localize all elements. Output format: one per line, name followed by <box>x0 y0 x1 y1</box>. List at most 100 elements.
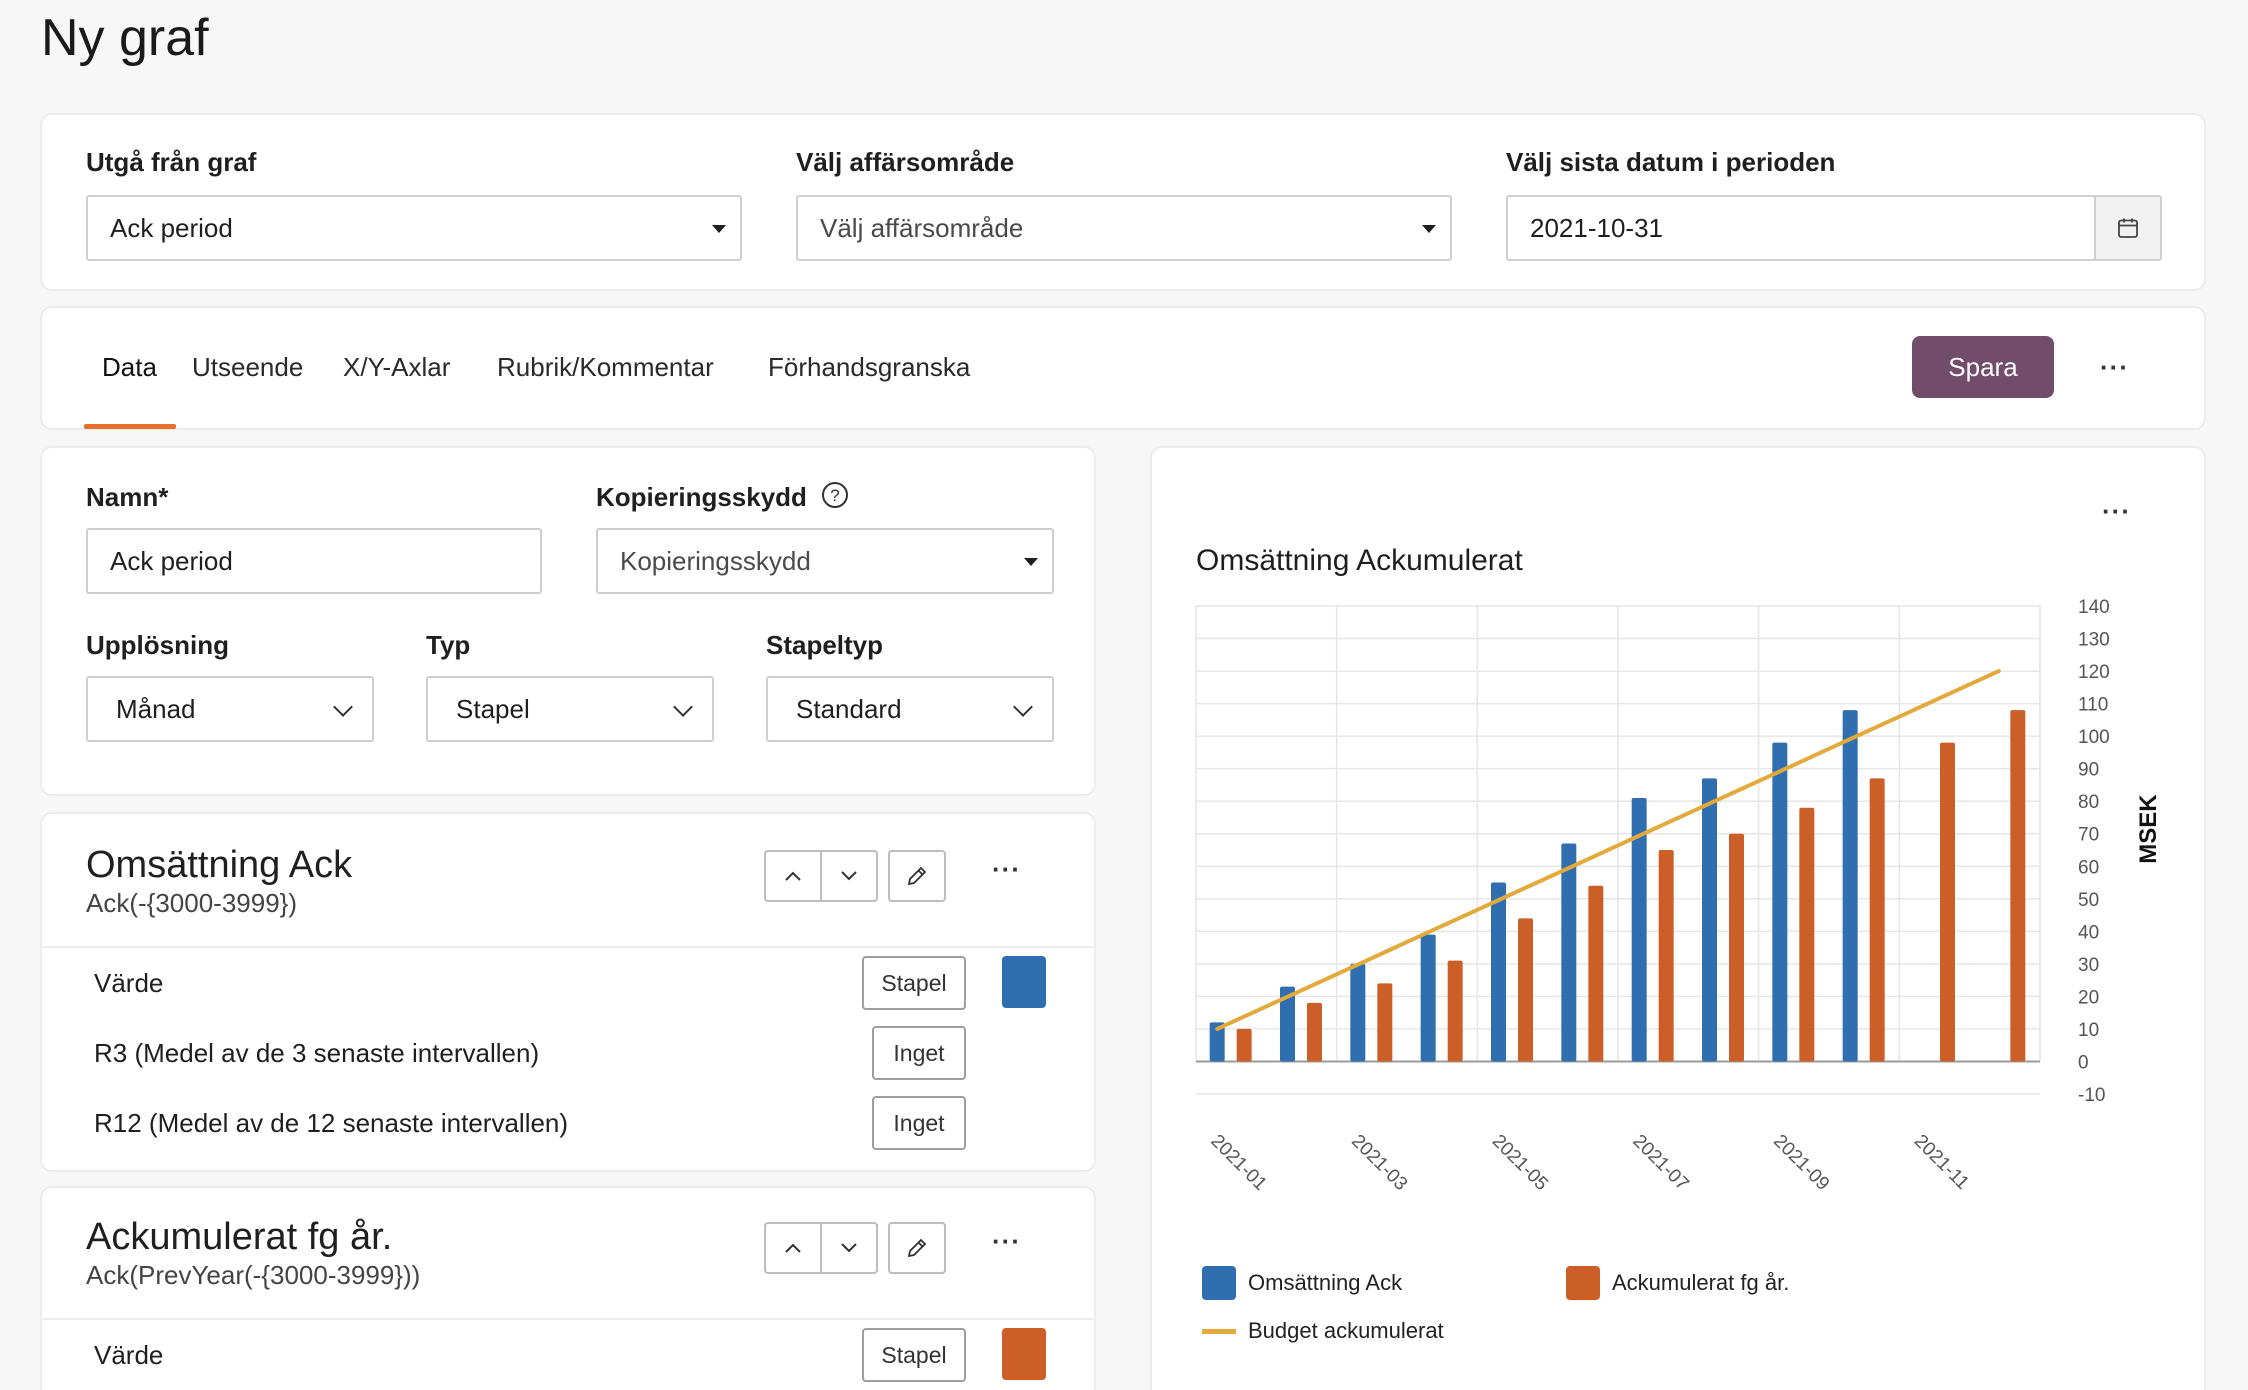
legend-label: Budget ackumulerat <box>1248 1318 1444 1343</box>
more-menu-icon[interactable]: ··· <box>992 1226 1021 1256</box>
move-up-button[interactable] <box>764 1222 822 1274</box>
base-graph-value: Ack period <box>110 212 233 243</box>
chevron-down-icon <box>333 697 353 717</box>
bar-oms-ttning-ack-2021-05 <box>1491 882 1506 1062</box>
y-tick-label: -10 <box>2078 1085 2105 1106</box>
y-tick-label: 10 <box>2078 1020 2099 1041</box>
series-card: Ackumulerat fg år. Ack(PrevYear(-{3000-3… <box>40 1186 1096 1390</box>
divider <box>42 1318 1094 1320</box>
edit-button[interactable] <box>888 1222 946 1274</box>
last-date-value: 2021-10-31 <box>1530 212 1663 243</box>
move-down-button[interactable] <box>820 1222 878 1274</box>
type-label: Typ <box>426 630 471 660</box>
chevron-down-icon <box>673 697 693 717</box>
move-down-button[interactable] <box>820 850 878 902</box>
x-tick-label: 2021-07 <box>1628 1131 1692 1195</box>
bar-oms-ttning-ack-2021-07 <box>1631 797 1647 1062</box>
series-formula: Ack(PrevYear(-{3000-3999})) <box>86 1260 421 1290</box>
bar-ackumulerat-fg-r--2021-09 <box>1799 807 1815 1062</box>
business-area-select[interactable]: Välj affärsområde <box>796 195 1452 261</box>
base-graph-select[interactable]: Ack period <box>86 195 742 261</box>
caret-down-icon <box>1024 558 1038 566</box>
chart-more-menu-icon[interactable]: ··· <box>2102 496 2131 526</box>
tab-data[interactable]: Data <box>102 352 157 382</box>
legend-swatch <box>1566 1266 1600 1300</box>
y-tick-label: 120 <box>2078 662 2110 683</box>
y-tick-label: 70 <box>2078 825 2099 846</box>
bar-ackumulerat-fg-r--2021-05 <box>1518 918 1533 1062</box>
legend-swatch <box>1202 1266 1236 1300</box>
series-row-type-button[interactable]: Inget <box>872 1096 966 1150</box>
legend-line-swatch <box>1202 1328 1236 1334</box>
bar-oms-ttning-ack-2021-08 <box>1702 778 1717 1062</box>
tab-rubrik-kommentar[interactable]: Rubrik/Kommentar <box>497 352 714 382</box>
bar-ackumulerat-fg-r--2021-02 <box>1307 1002 1322 1062</box>
legend-item[interactable]: Budget ackumulerat <box>1202 1318 1444 1344</box>
type-select[interactable]: Stapel <box>426 676 714 742</box>
tab-xy-axlar[interactable]: X/Y-Axlar <box>343 352 451 382</box>
settings-card: Namn* Ack period Kopieringsskydd ? Kopie… <box>40 446 1096 796</box>
type-value: Stapel <box>456 693 530 724</box>
resolution-select[interactable]: Månad <box>86 676 374 742</box>
business-area-label: Välj affärsområde <box>796 147 1015 177</box>
series-card: Omsättning Ack Ack(-{3000-3999}) ··· Vär… <box>40 812 1096 1172</box>
edit-button[interactable] <box>888 850 946 902</box>
legend-item[interactable]: Omsättning Ack <box>1202 1266 1402 1300</box>
filter-card: Utgå från graf Ack period Välj affärsomr… <box>40 113 2206 291</box>
more-menu-icon[interactable]: ··· <box>2100 352 2129 382</box>
pencil-icon <box>907 866 927 886</box>
page-title: Ny graf <box>41 9 209 67</box>
move-up-button[interactable] <box>764 850 822 902</box>
save-button[interactable]: Spara <box>1912 336 2054 398</box>
bar-ackumulerat-fg-r--2021-03 <box>1377 983 1393 1062</box>
caret-down-icon <box>1422 225 1436 233</box>
caret-down-icon <box>712 225 726 233</box>
legend-label: Ackumulerat fg år. <box>1612 1270 1790 1295</box>
bar-ackumulerat-fg-r--2021-08 <box>1729 833 1744 1062</box>
series-color-swatch[interactable] <box>1002 956 1046 1008</box>
bar-ackumulerat-fg-r--2021-12 <box>2010 710 2026 1062</box>
series-title: Ackumulerat fg år. <box>86 1216 393 1258</box>
series-row-type-button[interactable]: Stapel <box>862 1328 966 1382</box>
series-color-swatch[interactable] <box>1002 1328 1046 1380</box>
help-icon[interactable]: ? <box>820 480 850 510</box>
y-tick-label: 30 <box>2078 955 2099 976</box>
series-row-type-button[interactable]: Inget <box>872 1026 966 1080</box>
name-label: Namn* <box>86 482 169 512</box>
bar-type-select[interactable]: Standard <box>766 676 1054 742</box>
chevron-up-icon <box>785 1243 801 1253</box>
y-axis-label: MSEK <box>2135 794 2162 864</box>
y-tick-label: 130 <box>2078 630 2110 651</box>
legend-label: Omsättning Ack <box>1248 1270 1403 1295</box>
chevron-up-icon <box>785 871 801 881</box>
tab-forhandsgranska[interactable]: Förhandsgranska <box>768 352 971 382</box>
y-tick-label: 90 <box>2078 760 2099 781</box>
y-tick-label: 50 <box>2078 890 2099 911</box>
svg-text:?: ? <box>830 486 839 505</box>
copy-protection-select[interactable]: Kopieringsskydd <box>596 528 1054 594</box>
y-tick-label: 110 <box>2078 695 2108 716</box>
business-area-value: Välj affärsområde <box>820 212 1024 243</box>
y-tick-label: 60 <box>2078 857 2099 878</box>
bar-ackumulerat-fg-r--2021-10 <box>1869 778 1885 1062</box>
bar-oms-ttning-ack-2021-02 <box>1280 986 1295 1062</box>
y-tick-label: 80 <box>2078 792 2099 813</box>
x-tick-label: 2021-03 <box>1347 1131 1411 1195</box>
pencil-icon <box>907 1238 927 1258</box>
bar-oms-ttning-ack-2021-10 <box>1842 710 1858 1062</box>
name-input[interactable]: Ack period <box>86 528 542 594</box>
legend-item[interactable]: Ackumulerat fg år. <box>1566 1266 1789 1300</box>
series-row-type-button[interactable]: Stapel <box>862 956 966 1010</box>
last-date-input[interactable]: 2021-10-31 <box>1506 195 2162 261</box>
base-graph-label: Utgå från graf <box>86 147 257 177</box>
chevron-down-icon <box>1013 697 1033 717</box>
bar-type-value: Standard <box>796 693 902 724</box>
more-menu-icon[interactable]: ··· <box>992 854 1021 884</box>
calendar-button[interactable] <box>2094 197 2160 259</box>
tab-utseende[interactable]: Utseende <box>192 352 304 382</box>
active-tab-indicator <box>84 424 176 429</box>
chart-card: ··· Omsättning Ackumulerat 140 130 120 110 1… <box>1150 446 2206 1390</box>
bar-oms-ttning-ack-2021-04 <box>1420 934 1436 1062</box>
x-tick-label: 2021-11 <box>1910 1131 1973 1194</box>
tabs-card <box>40 306 2206 430</box>
